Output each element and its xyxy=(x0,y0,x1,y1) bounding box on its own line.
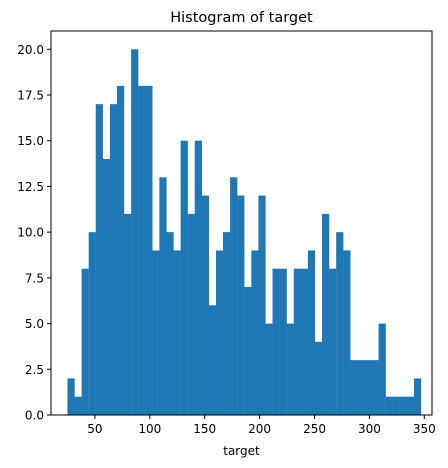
y-tick-label: 0.0 xyxy=(25,409,44,423)
histogram-bar xyxy=(413,378,422,415)
histogram-bar xyxy=(152,250,160,415)
histogram-bar xyxy=(286,323,294,415)
histogram-bar xyxy=(81,268,89,415)
histogram-bar xyxy=(392,396,400,415)
y-tick-label: 2.5 xyxy=(25,363,44,377)
histogram-bar xyxy=(279,268,287,415)
histogram-bar xyxy=(201,195,210,415)
histogram-bar xyxy=(187,213,195,415)
histogram-bar xyxy=(116,85,125,416)
x-tick-label: 300 xyxy=(358,422,381,436)
chart-title: Histogram of target xyxy=(170,10,313,26)
x-tick-label: 150 xyxy=(193,422,216,436)
bars-group xyxy=(67,49,422,416)
histogram-bar xyxy=(399,396,408,415)
histogram-bar xyxy=(159,177,167,415)
y-ticks: 0.0 2.5 5.0 7.5 10.0 12.5 15.0 17.5 20.0 xyxy=(17,43,51,423)
histogram-bar xyxy=(166,232,174,415)
histogram-bar xyxy=(102,159,111,415)
histogram-bar xyxy=(244,287,252,415)
x-ticks: 50 100 150 200 250 300 350 xyxy=(87,415,436,436)
histogram-bar xyxy=(378,323,386,415)
x-axis-label: target xyxy=(223,444,260,458)
histogram-bar xyxy=(194,140,202,415)
histogram-bar xyxy=(223,232,231,415)
histogram-bar xyxy=(322,213,330,415)
y-tick-label: 10.0 xyxy=(17,226,44,240)
histogram-bar xyxy=(124,213,132,415)
histogram-bar xyxy=(173,250,181,415)
histogram-bar xyxy=(74,396,82,415)
histogram-bar xyxy=(293,268,301,415)
histogram-bar xyxy=(385,396,393,415)
x-tick-label: 250 xyxy=(303,422,326,436)
histogram-bar xyxy=(350,360,358,415)
axes-group xyxy=(50,30,433,416)
x-tick-label: 50 xyxy=(87,422,102,436)
histogram-bar xyxy=(138,85,146,416)
histogram-bar xyxy=(265,323,273,415)
histogram-bar xyxy=(258,195,266,415)
histogram-bar xyxy=(343,250,351,415)
histogram-bar xyxy=(307,250,316,415)
histogram-bar xyxy=(109,104,118,415)
histogram-bar xyxy=(300,268,309,415)
histogram-bar xyxy=(406,396,415,415)
histogram-bar xyxy=(180,140,188,415)
histogram-bar xyxy=(364,360,372,415)
y-tick-label: 5.0 xyxy=(25,317,44,331)
histogram-bar xyxy=(314,341,323,415)
y-tick-label: 17.5 xyxy=(17,89,44,103)
histogram-bar xyxy=(230,177,238,415)
plot-frame xyxy=(50,30,433,416)
histogram-bar xyxy=(145,85,153,416)
histogram-bar xyxy=(336,232,344,415)
y-tick-label: 15.0 xyxy=(17,134,44,148)
histogram-bar xyxy=(251,250,259,415)
histogram-bar xyxy=(88,232,96,415)
histogram-bar xyxy=(371,360,379,415)
y-tick-label: 12.5 xyxy=(17,180,44,194)
histogram-bar xyxy=(272,268,280,415)
x-tick-label: 350 xyxy=(413,422,436,436)
x-tick-label: 200 xyxy=(248,422,271,436)
histogram-bar xyxy=(67,378,75,415)
histogram-bar xyxy=(131,49,139,415)
histogram-bar xyxy=(215,250,224,415)
histogram-bar xyxy=(357,360,365,415)
y-tick-label: 7.5 xyxy=(25,271,44,285)
x-tick-label: 100 xyxy=(138,422,161,436)
y-tick-label: 20.0 xyxy=(17,43,44,57)
histogram-bar xyxy=(208,305,217,415)
histogram-bar xyxy=(237,195,245,415)
histogram-bar xyxy=(329,268,337,415)
histogram-bar xyxy=(95,104,103,415)
